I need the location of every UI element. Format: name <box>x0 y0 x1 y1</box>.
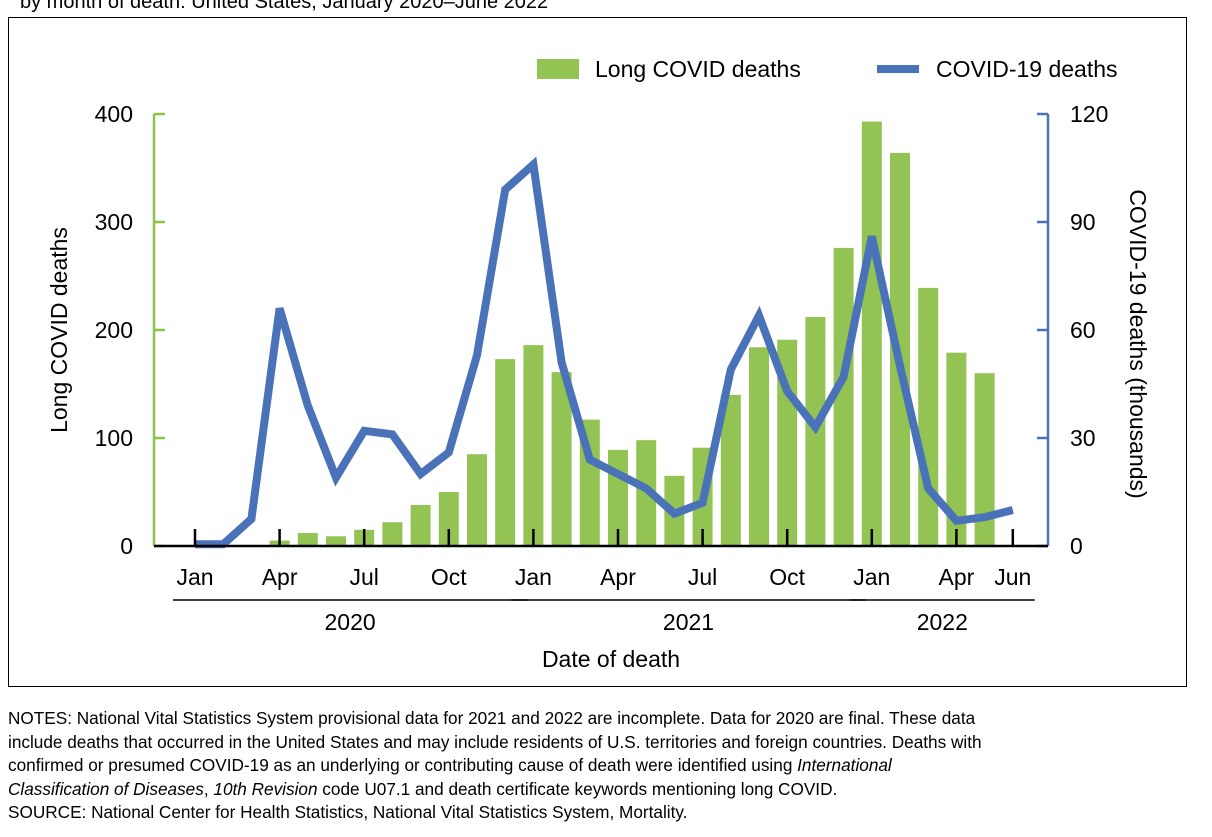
x-axis-tick-label: Apr <box>939 564 975 590</box>
bar <box>467 454 487 546</box>
left-axis-tick-label: 100 <box>95 425 133 451</box>
right-axis-tick-label: 0 <box>1070 533 1083 559</box>
bar <box>946 352 967 546</box>
x-axis-tick-label: Oct <box>431 564 467 590</box>
covid19-line <box>195 156 1014 549</box>
year-label: 2020 <box>325 609 376 635</box>
bar-series-long-covid <box>269 121 995 547</box>
right-axis-tick-label: 30 <box>1070 425 1096 451</box>
left-axis-tick-label: 0 <box>120 533 133 559</box>
bar <box>861 121 882 546</box>
bar <box>523 345 544 546</box>
x-axis-tick-label: Jan <box>176 564 213 590</box>
notes-line: Classification of Diseases, 10th Revisio… <box>8 778 838 799</box>
notes-line: include deaths that occurred in the Unit… <box>8 731 982 752</box>
left-axis-tick-label: 200 <box>95 317 133 343</box>
line-series-covid19 <box>195 156 1014 549</box>
x-axis-tick-label: Jul <box>688 564 717 590</box>
chart-frame <box>8 17 1187 687</box>
x-axis-tick-label: Apr <box>600 564 636 590</box>
bar <box>297 533 318 546</box>
notes-line: NOTES: National Vital Statistics System … <box>8 708 976 728</box>
bar <box>326 536 346 546</box>
figure-notes: NOTES: National Vital Statistics System … <box>8 707 1198 825</box>
year-label: 2022 <box>917 609 968 635</box>
bar <box>918 287 939 546</box>
bar <box>438 492 459 546</box>
x-axis-tick-label: Jul <box>349 564 378 590</box>
left-axis-tick-label: 400 <box>95 101 133 127</box>
notes-line: confirmed or presumed COVID-19 as an und… <box>8 755 892 775</box>
chart-axes: 0 100 200 300 400 Long COVID deaths 0 30 60 90 120… <box>46 101 1151 672</box>
right-axis-tick-label: 120 <box>1070 101 1108 127</box>
bar <box>749 347 769 546</box>
bar <box>720 394 741 546</box>
source-line: SOURCE: National Center for Health Stati… <box>8 802 688 822</box>
chart-legend: Long COVID deaths COVID-19 deaths <box>537 56 1118 82</box>
year-label: 2021 <box>663 609 714 635</box>
x-axis-tick-label: Apr <box>262 564 298 590</box>
bar <box>410 504 431 546</box>
legend-label: Long COVID deaths <box>595 56 801 82</box>
combo-chart: 0 100 200 300 400 Long COVID deaths 0 30 60 90 120… <box>46 56 1151 672</box>
bar <box>551 372 572 546</box>
figure-title: by month of death: United States, Januar… <box>20 0 549 13</box>
bar <box>833 247 854 547</box>
bar <box>974 373 995 546</box>
legend-swatch-bar <box>537 59 579 79</box>
x-axis-tick-label: Oct <box>769 564 805 590</box>
left-axis-tick-label: 300 <box>95 209 133 235</box>
bar <box>382 522 403 546</box>
left-axis-title: Long COVID deaths <box>46 227 72 433</box>
x-axis-title: Date of death <box>542 646 680 672</box>
bar <box>495 359 516 546</box>
right-axis-title: COVID-19 deaths (thousands) <box>1125 189 1151 498</box>
right-axis-tick-label: 90 <box>1070 209 1096 235</box>
x-axis-tick-label: Jan <box>853 564 890 590</box>
x-axis-tick-label: Jun <box>994 564 1031 590</box>
x-axis-tick-label: Jan <box>515 564 552 590</box>
legend-label: COVID-19 deaths <box>936 56 1118 82</box>
right-axis-tick-label: 60 <box>1070 317 1096 343</box>
